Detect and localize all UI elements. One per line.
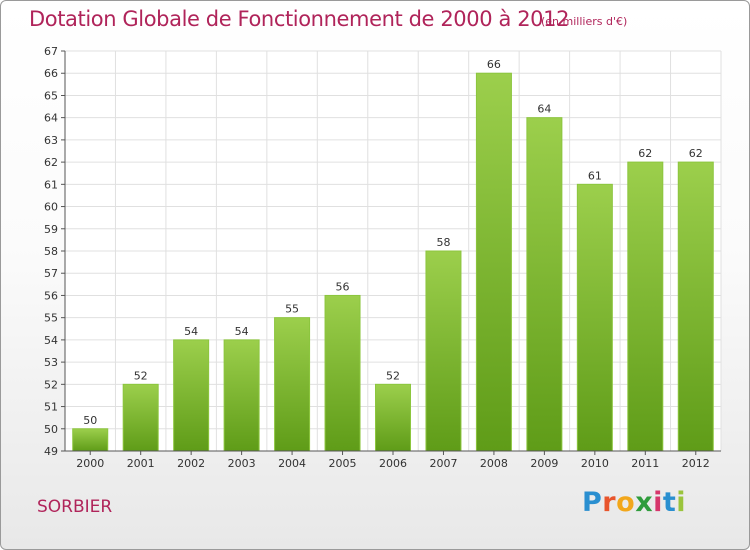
bar-value-label: 61	[588, 169, 602, 182]
x-tick-label: 2009	[530, 457, 558, 470]
bar-value-label: 52	[386, 369, 400, 382]
x-tick-label: 2012	[682, 457, 710, 470]
y-tick-label: 49	[44, 445, 58, 458]
y-tick-label: 58	[44, 245, 58, 258]
bar-value-label: 54	[235, 325, 249, 338]
bar	[425, 250, 462, 452]
bar	[576, 183, 613, 452]
x-tick-label: 2004	[278, 457, 306, 470]
logo-letter: P	[582, 487, 603, 518]
bar-value-label: 52	[134, 369, 148, 382]
bar-value-label: 58	[436, 236, 450, 249]
logo-letter: i	[676, 487, 687, 518]
x-tick-label: 2000	[76, 457, 104, 470]
logo-letter: t	[662, 487, 677, 518]
logo-letter: r	[602, 487, 617, 518]
bar-value-label: 62	[689, 147, 703, 160]
bar	[72, 428, 109, 452]
bar-value-label: 54	[184, 325, 198, 338]
x-tick-label: 2002	[177, 457, 205, 470]
bar	[677, 161, 714, 452]
bar	[475, 72, 512, 452]
chart-unit: (en milliers d'€)	[541, 15, 628, 28]
y-tick-label: 64	[44, 112, 58, 125]
y-tick-label: 65	[44, 89, 58, 102]
x-tick-label: 2007	[429, 457, 457, 470]
y-tick-label: 59	[44, 223, 58, 236]
y-tick-label: 63	[44, 134, 58, 147]
y-tick-label: 56	[44, 289, 58, 302]
x-tick-label: 2011	[631, 457, 659, 470]
chart-title: Dotation Globale de Fonctionnement de 20…	[29, 7, 570, 31]
y-tick-label: 54	[44, 334, 58, 347]
bar-value-label: 55	[285, 303, 299, 316]
y-tick-label: 67	[44, 45, 58, 58]
y-tick-label: 61	[44, 178, 58, 191]
x-tick-label: 2006	[379, 457, 407, 470]
y-tick-label: 62	[44, 156, 58, 169]
y-tick-label: 66	[44, 67, 58, 80]
proxiti-logo: Proxiti	[582, 487, 686, 518]
bar-value-label: 64	[537, 103, 551, 116]
logo-letter: x	[635, 487, 654, 518]
x-tick-label: 2003	[228, 457, 256, 470]
commune-name: SORBIER	[37, 497, 113, 517]
bar-value-label: 66	[487, 58, 501, 71]
bar	[627, 161, 664, 452]
bar	[173, 339, 210, 452]
bar-value-label: 50	[83, 414, 97, 427]
bar	[122, 383, 159, 452]
y-tick-label: 52	[44, 378, 58, 391]
bar	[223, 339, 260, 452]
x-tick-label: 2005	[329, 457, 357, 470]
y-tick-label: 53	[44, 356, 58, 369]
bar	[375, 383, 411, 452]
bar-value-label: 62	[638, 147, 652, 160]
y-tick-label: 57	[44, 267, 58, 280]
x-tick-label: 2001	[127, 457, 155, 470]
x-tick-label: 2010	[581, 457, 609, 470]
bar-value-label: 56	[336, 280, 350, 293]
y-tick-label: 60	[44, 201, 58, 214]
logo-letter: i	[653, 487, 663, 518]
bar	[526, 117, 563, 452]
y-tick-label: 50	[44, 423, 58, 436]
logo-letter: o	[616, 487, 636, 518]
x-tick-label: 2008	[480, 457, 508, 470]
y-tick-label: 51	[44, 401, 58, 414]
bar	[274, 317, 311, 452]
bar	[324, 294, 361, 452]
y-tick-label: 55	[44, 312, 58, 325]
